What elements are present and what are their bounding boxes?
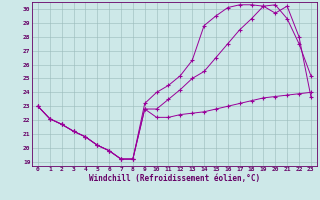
X-axis label: Windchill (Refroidissement éolien,°C): Windchill (Refroidissement éolien,°C) [89,174,260,183]
